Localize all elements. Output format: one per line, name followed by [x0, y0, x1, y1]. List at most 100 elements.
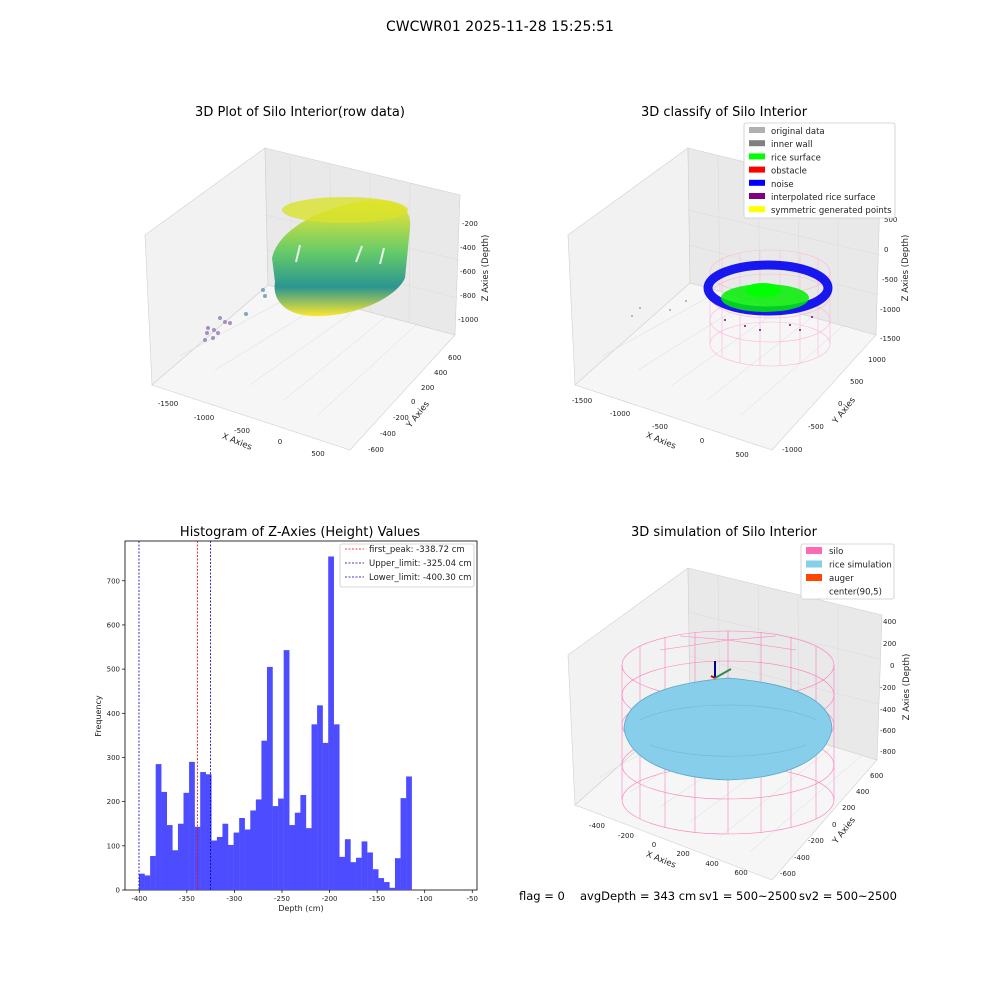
- panel-histogram: Histogram of Z-Axies (Height) Values -40…: [94, 525, 478, 913]
- raw-x-tick: -1000: [194, 414, 214, 422]
- simulation-y-tick: 400: [856, 788, 869, 796]
- classify-legend-label: rice surface: [771, 153, 821, 163]
- classify-z-label: Z Axies (Depth): [901, 235, 911, 302]
- simulation-x-tick: 0: [652, 841, 656, 849]
- histogram-y-tick-label: 400: [107, 710, 120, 718]
- histogram-bar: [255, 799, 262, 890]
- simulation-legend-swatch: [806, 560, 822, 568]
- simulation-z-label: Z Axies (Depth): [902, 654, 912, 721]
- raw-x-tick: -500: [234, 427, 250, 435]
- classify-legend-label: obstacle: [771, 167, 807, 177]
- simulation-z-tick: -400: [880, 706, 896, 714]
- histogram-bar: [222, 823, 229, 890]
- histogram-bar: [394, 858, 401, 890]
- classify-z-tick: -1500: [880, 335, 900, 343]
- classify-plot-title: 3D classify of Silo Interior: [641, 105, 808, 120]
- histogram-bar: [138, 873, 145, 890]
- classify-legend-label: original data: [771, 127, 825, 137]
- simulation-axis-x-arrow: [710, 675, 716, 679]
- classify-y-tick: 1000: [868, 356, 886, 364]
- status-footer: flag = 0 avgDepth = 343 cm sv1 = 500~250…: [519, 889, 897, 903]
- raw-y-tick: 200: [421, 384, 434, 392]
- sv1-status: sv1 = 500~2500: [699, 889, 797, 903]
- histogram-bar: [406, 776, 412, 890]
- simulation-z-axis: 400 200 0 -200 -400 -600 -800 Z Axies (D…: [880, 618, 912, 756]
- histogram-bar: [300, 795, 307, 890]
- simulation-x-tick: 200: [676, 850, 689, 858]
- simulation-x-tick: 600: [734, 869, 747, 877]
- histogram-bar: [350, 862, 357, 890]
- histogram-x-tick-label: -250: [274, 895, 290, 903]
- histogram-bar: [389, 887, 396, 890]
- histogram-x-label: Depth (cm): [278, 904, 323, 913]
- avg-depth-status: avgDepth = 343 cm: [580, 889, 696, 903]
- classify-rice-peak: [745, 283, 781, 297]
- histogram-bar: [194, 826, 201, 890]
- histogram-legend-label: Lower_limit: -400.30 cm: [369, 573, 471, 583]
- histogram-legend: first_peak: -338.72 cm Upper_limit: -325.…: [339, 543, 475, 588]
- histogram-bar: [372, 869, 379, 890]
- histogram-bar: [378, 878, 385, 890]
- raw-x-tick: 0: [278, 438, 282, 446]
- raw-surface-cloud: [272, 199, 411, 317]
- classify-original-points: [631, 300, 687, 317]
- classify-y-tick: -500: [808, 423, 824, 431]
- histogram-bar: [328, 556, 334, 890]
- histogram-bar: [177, 823, 184, 890]
- classify-z-axis: 500 0 -500 -1000 -1500 Z Axies (Depth): [880, 216, 911, 343]
- histogram-bar: [239, 817, 245, 890]
- classify-legend-swatch: [749, 140, 765, 147]
- simulation-plot-title: 3D simulation of Silo Interior: [631, 525, 818, 540]
- histogram-bar: [272, 806, 279, 890]
- histogram-bar: [155, 764, 162, 890]
- simulation-legend-swatch: [806, 574, 822, 581]
- histogram-bar: [322, 742, 329, 890]
- classify-legend-label: noise: [771, 180, 794, 190]
- histogram-bar: [244, 829, 251, 890]
- histogram-y-tick-label: 200: [107, 798, 120, 806]
- simulation-y-tick: 0: [832, 821, 836, 829]
- histogram-vlines: [138, 541, 211, 890]
- flag-status: flag = 0: [519, 889, 565, 903]
- simulation-x-tick: -200: [618, 832, 634, 840]
- classify-x-tick: 500: [735, 451, 748, 459]
- raw-y-tick: -200: [393, 414, 409, 422]
- raw-rim-points: [282, 197, 408, 223]
- classify-y-label: Y Axies: [830, 395, 858, 427]
- histogram-bar: [205, 774, 212, 890]
- histogram-bar: [211, 840, 218, 890]
- histogram-y-label: Frequency: [94, 695, 103, 737]
- histogram-bar: [294, 812, 301, 890]
- classify-z-tick: 500: [884, 216, 897, 224]
- histogram-x-tick-label: -50: [467, 895, 478, 903]
- classify-legend-swatch: [749, 206, 765, 213]
- simulation-legend-swatch: [806, 587, 822, 595]
- simulation-rice-surface: [623, 677, 833, 781]
- histogram-bar: [317, 705, 323, 890]
- histogram-title: Histogram of Z-Axies (Height) Values: [180, 525, 420, 540]
- raw-outlier-points: [203, 316, 232, 342]
- histogram-bar: [189, 761, 195, 890]
- histogram-legend-label: first_peak: -338.72 cm: [369, 545, 465, 555]
- classify-y-tick: 500: [850, 378, 863, 386]
- raw-x-tick: -1500: [158, 400, 178, 408]
- raw-z-tick: -200: [462, 220, 478, 228]
- classify-legend-swatch: [749, 127, 765, 133]
- histogram-bar: [283, 650, 290, 890]
- simulation-z-tick: -600: [880, 727, 896, 735]
- raw-plot-title: 3D Plot of Silo Interior(row data): [195, 105, 405, 120]
- simulation-x-tick: -400: [589, 822, 605, 830]
- histogram-bar: [144, 875, 151, 890]
- histogram-bar: [172, 850, 179, 890]
- simulation-z-tick: 400: [883, 618, 896, 626]
- histogram-bar: [261, 740, 268, 890]
- simulation-legend-swatch: [806, 547, 822, 554]
- raw-y-tick: -400: [380, 430, 396, 438]
- raw-z-tick: -800: [460, 292, 476, 300]
- histogram-bar: [356, 857, 362, 890]
- histogram-bar: [150, 855, 156, 890]
- histogram-bar: [278, 798, 284, 890]
- classify-legend-swatch: [749, 179, 765, 186]
- histogram-bar: [305, 828, 312, 890]
- histogram-y-tick-label: 0: [116, 887, 120, 895]
